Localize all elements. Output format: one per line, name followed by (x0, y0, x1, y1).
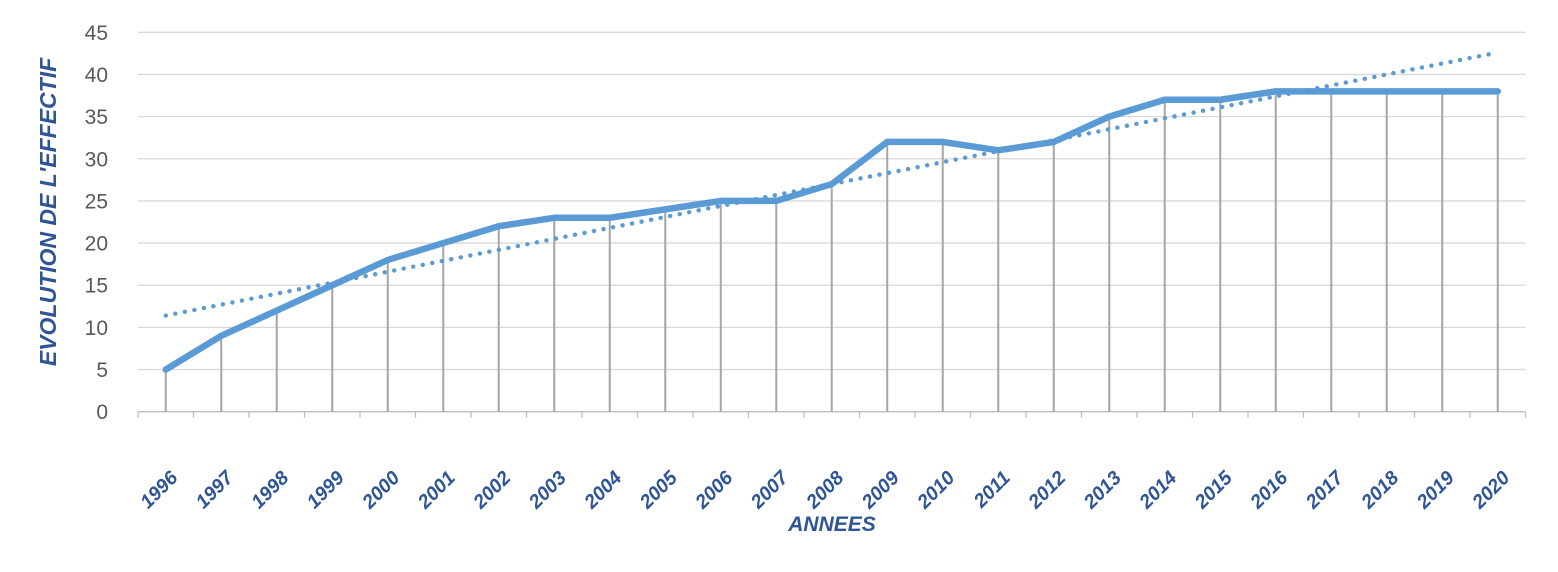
x-tick-label: 2008 (801, 467, 848, 514)
x-axis (137, 411, 1527, 418)
y-tick-label: 20 (85, 233, 108, 256)
y-tick-label: 40 (85, 64, 108, 87)
x-axis-tick-labels: 1996 1997 1998 1999 2000 2001 2002 2003 2004 2005… (136, 466, 1514, 514)
x-tick-label: 2019 (1412, 467, 1459, 514)
x-tick-label: 2005 (635, 466, 683, 514)
x-tick-label: 2004 (579, 467, 626, 514)
x-tick-label: 2003 (524, 467, 571, 514)
x-tick-label: 2014 (1134, 467, 1181, 514)
y-tick-label: 0 (96, 401, 108, 424)
x-tick-label: 2020 (1467, 467, 1514, 514)
x-tick-label: 1999 (303, 467, 349, 513)
x-tick-label: 2000 (357, 467, 404, 514)
y-tick-label: 25 (85, 190, 108, 213)
drop-lines (164, 91, 1499, 412)
trendline-group (163, 50, 1500, 318)
x-tick-label: 2015 (1190, 466, 1238, 514)
x-tick-label: 2009 (857, 467, 904, 514)
x-tick-label: 1996 (136, 467, 182, 513)
y-axis-tick-labels: 0 5 10 15 20 25 30 35 40 45 (85, 22, 108, 424)
x-tick-label: 2011 (969, 467, 1015, 513)
y-tick-label: 5 (96, 359, 108, 382)
y-tick-label: 10 (85, 317, 108, 340)
x-tick-label: 2013 (1079, 467, 1126, 514)
x-tick-label: 2006 (690, 467, 737, 514)
y-tick-label: 30 (85, 148, 108, 171)
x-tick-label: 1997 (192, 466, 239, 513)
x-tick-label: 2002 (468, 467, 515, 514)
x-axis-title: ANNEES (787, 513, 876, 536)
x-tick-label: 2001 (413, 467, 460, 514)
x-tick-label: 2016 (1245, 467, 1292, 514)
trendline-dotted (163, 50, 1500, 318)
x-tick-label: 2007 (746, 466, 794, 514)
y-tick-label: 35 (85, 106, 108, 129)
y-tick-label: 45 (85, 22, 108, 45)
x-tick-label: 2017 (1301, 466, 1349, 514)
y-axis-title: EVOLUTION DE L'EFFECTIF (35, 57, 61, 366)
y-tick-label: 15 (85, 275, 108, 298)
x-tick-label: 2010 (912, 467, 959, 514)
x-tick-label: 1998 (247, 467, 293, 513)
x-tick-label: 2018 (1356, 467, 1403, 514)
x-tick-label: 2012 (1023, 467, 1070, 514)
